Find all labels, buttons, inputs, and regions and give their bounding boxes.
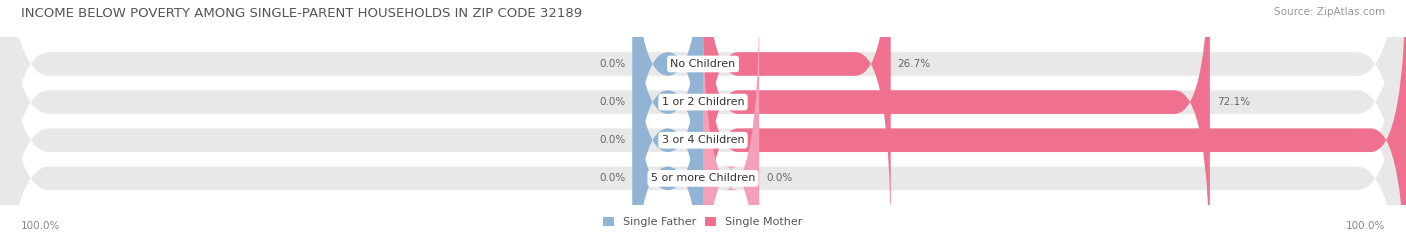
Text: 72.1%: 72.1% <box>1218 97 1250 107</box>
Text: 1 or 2 Children: 1 or 2 Children <box>662 97 744 107</box>
FancyBboxPatch shape <box>633 0 703 233</box>
Text: 26.7%: 26.7% <box>898 59 931 69</box>
Text: Source: ZipAtlas.com: Source: ZipAtlas.com <box>1274 7 1385 17</box>
Text: 0.0%: 0.0% <box>599 97 626 107</box>
Text: No Children: No Children <box>671 59 735 69</box>
FancyBboxPatch shape <box>703 0 1406 233</box>
FancyBboxPatch shape <box>633 0 703 233</box>
FancyBboxPatch shape <box>703 0 1209 233</box>
Text: 0.0%: 0.0% <box>766 173 793 183</box>
Text: 0.0%: 0.0% <box>599 173 626 183</box>
FancyBboxPatch shape <box>633 0 703 233</box>
Text: 0.0%: 0.0% <box>599 135 626 145</box>
Text: 0.0%: 0.0% <box>599 59 626 69</box>
FancyBboxPatch shape <box>703 0 759 233</box>
FancyBboxPatch shape <box>633 0 703 233</box>
Text: INCOME BELOW POVERTY AMONG SINGLE-PARENT HOUSEHOLDS IN ZIP CODE 32189: INCOME BELOW POVERTY AMONG SINGLE-PARENT… <box>21 7 582 20</box>
Text: 3 or 4 Children: 3 or 4 Children <box>662 135 744 145</box>
FancyBboxPatch shape <box>703 0 891 233</box>
Text: 100.0%: 100.0% <box>1346 221 1385 231</box>
Text: 5 or more Children: 5 or more Children <box>651 173 755 183</box>
Legend: Single Father, Single Mother: Single Father, Single Mother <box>603 217 803 227</box>
Text: 100.0%: 100.0% <box>21 221 60 231</box>
